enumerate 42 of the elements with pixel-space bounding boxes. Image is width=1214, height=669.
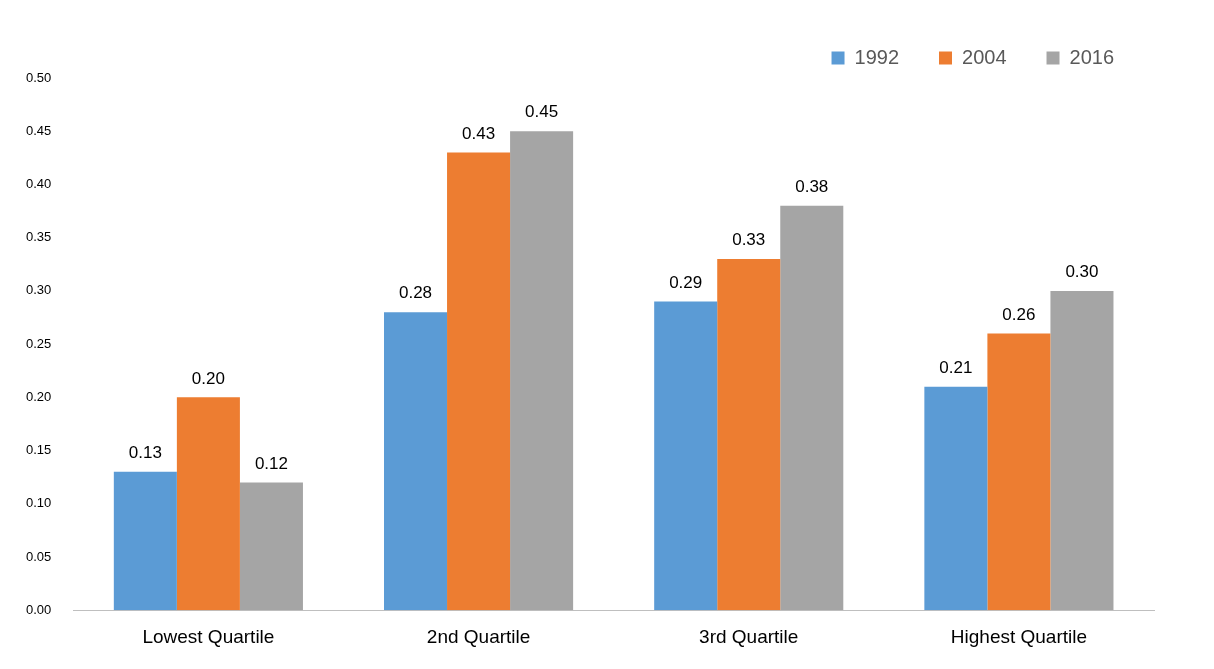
data-label: 0.12 xyxy=(254,453,288,473)
data-label: 0.26 xyxy=(1002,304,1036,324)
data-label: 0.29 xyxy=(669,272,703,292)
data-label: 0.38 xyxy=(795,176,829,196)
x-tick-label: 2nd Quartile xyxy=(426,625,531,647)
legend-label: 1992 xyxy=(854,45,900,68)
data-label: 0.43 xyxy=(462,123,496,143)
bar xyxy=(510,131,574,611)
legend-label: 2004 xyxy=(962,45,1007,68)
bar xyxy=(654,301,718,611)
bar xyxy=(113,471,177,611)
y-tick-label: 0.15 xyxy=(25,442,52,458)
y-tick-label: 0.10 xyxy=(25,495,52,511)
bar xyxy=(447,152,511,611)
data-label: 0.33 xyxy=(732,230,766,250)
bar xyxy=(924,386,988,611)
bar xyxy=(717,258,781,611)
bar xyxy=(780,205,844,611)
bar xyxy=(987,333,1051,611)
bar xyxy=(1050,290,1114,611)
y-tick-label: 0.25 xyxy=(25,335,52,351)
y-tick-label: 0.35 xyxy=(25,229,52,245)
x-tick-label: Highest Quartile xyxy=(950,625,1088,647)
bar xyxy=(176,397,240,611)
x-tick-label: 3rd Quartile xyxy=(699,625,799,647)
data-label: 0.13 xyxy=(128,443,162,463)
data-label: 0.28 xyxy=(398,283,433,303)
y-tick-label: 0.30 xyxy=(25,282,52,298)
y-tick-label: 0.05 xyxy=(25,548,52,564)
legend-label: 2016 xyxy=(1069,45,1115,68)
y-tick-label: 0.00 xyxy=(25,601,52,617)
y-tick-label: 0.40 xyxy=(25,176,52,192)
bar xyxy=(384,312,448,611)
data-label: 0.20 xyxy=(191,368,225,388)
data-label: 0.45 xyxy=(525,102,559,122)
bar xyxy=(239,482,303,611)
x-tick-label: Lowest Quartile xyxy=(142,625,275,647)
data-label: 0.21 xyxy=(939,357,973,377)
y-tick-label: 0.45 xyxy=(25,122,52,138)
y-tick-label: 0.20 xyxy=(25,388,52,404)
y-tick-label: 0.50 xyxy=(25,69,52,85)
data-label: 0.30 xyxy=(1065,262,1099,282)
